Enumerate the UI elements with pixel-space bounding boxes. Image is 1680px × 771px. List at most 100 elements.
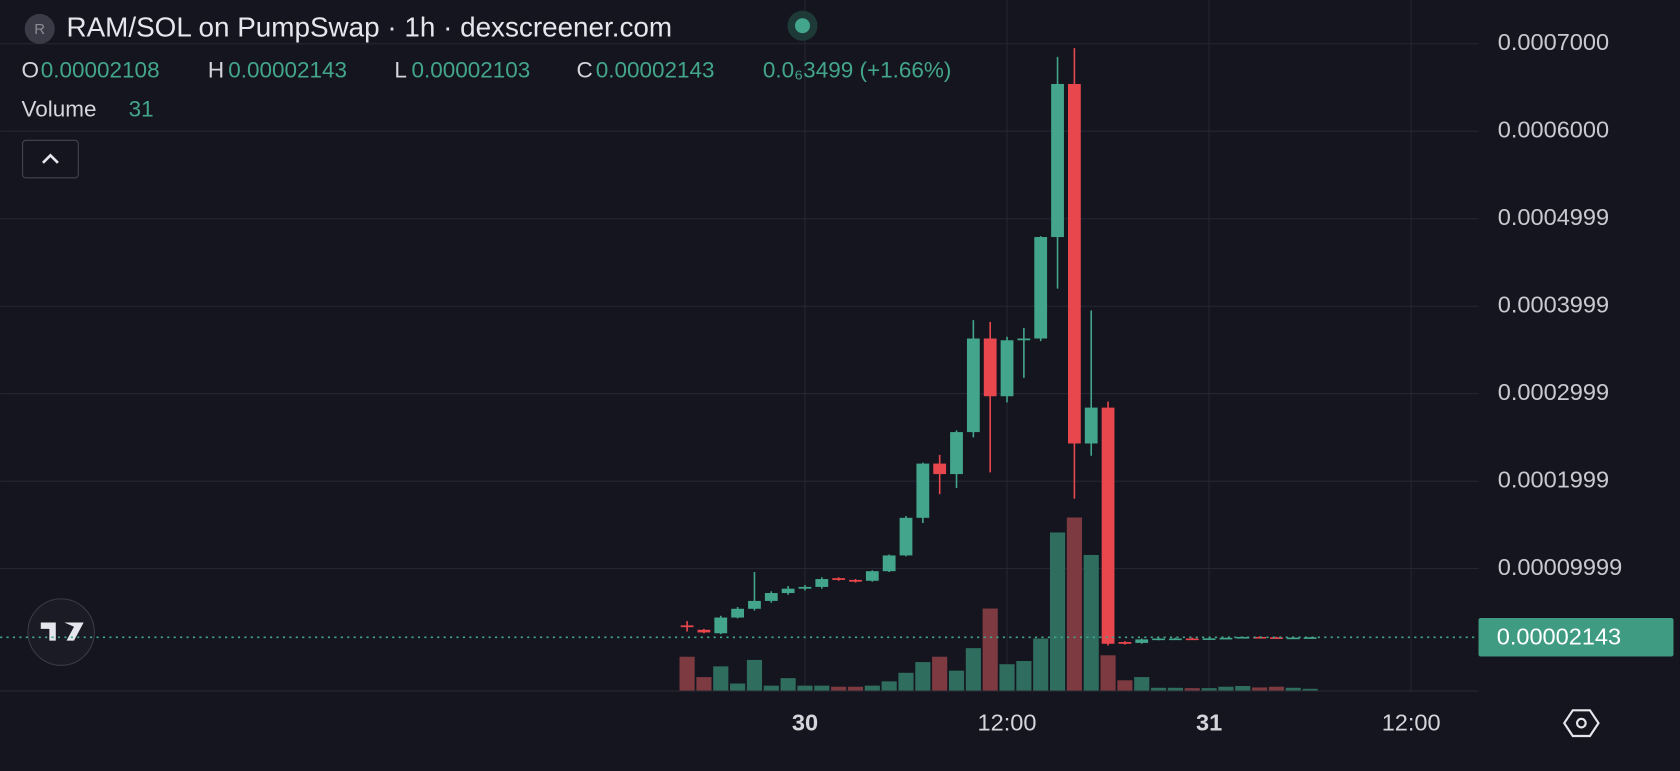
y-tick-label: 0.0003999 — [1498, 291, 1609, 317]
volume-bar — [864, 685, 880, 692]
candle-body — [764, 593, 778, 601]
volume-bar — [1268, 686, 1285, 692]
volume-bar — [1066, 517, 1082, 692]
candle-body — [916, 463, 930, 518]
candle-body — [1219, 637, 1233, 640]
legend-label: C — [576, 58, 592, 83]
volume-bar — [713, 666, 729, 692]
x-tick-label: 12:00 — [978, 709, 1037, 735]
candle-body — [815, 579, 829, 587]
candle-body — [865, 571, 879, 581]
volume-bar — [797, 685, 813, 692]
volume-bar — [1201, 688, 1217, 692]
y-tick-label: 0.0001999 — [1498, 466, 1609, 492]
candle-body — [697, 629, 711, 633]
candle-body — [983, 338, 997, 397]
volume-bar — [679, 656, 695, 692]
candle-body — [1202, 638, 1216, 640]
legend-label: L — [394, 58, 407, 83]
settings-icon[interactable] — [1562, 709, 1600, 738]
token-icon — [24, 13, 55, 44]
legend-label: H — [208, 58, 224, 83]
candle-body — [1017, 338, 1031, 341]
candle-body — [1000, 340, 1014, 397]
volume-bar — [847, 686, 864, 692]
candle-body — [1169, 638, 1182, 641]
volume-bar — [696, 677, 712, 692]
volume-bar — [831, 686, 847, 692]
candle-body — [1135, 639, 1149, 643]
candle-body — [748, 600, 761, 609]
candle-body — [1118, 642, 1132, 644]
volume-bar — [1049, 532, 1066, 692]
volume-bar — [982, 608, 998, 692]
candle-body — [1185, 638, 1199, 641]
volume-bar — [1151, 687, 1167, 692]
tradingview-mark — [40, 622, 84, 641]
candle-body — [1084, 407, 1098, 444]
candle-body — [882, 555, 896, 572]
volume-bar — [948, 670, 965, 692]
volume-bar — [1033, 638, 1049, 692]
volume-label: Volume — [22, 96, 97, 121]
y-tick-label: 0.0004999 — [1498, 204, 1609, 230]
volume-bar — [898, 672, 914, 692]
candle-body — [950, 432, 963, 475]
volume-bar — [1100, 655, 1116, 692]
candle-body — [798, 586, 812, 589]
chevron-icon — [41, 153, 59, 164]
candle-body — [849, 579, 862, 582]
settings-icon-center — [1576, 717, 1587, 729]
volume-bar — [1083, 554, 1099, 692]
tradingview-logo[interactable] — [27, 598, 95, 666]
volume-bar — [1285, 687, 1301, 692]
volume-bar — [1252, 687, 1268, 692]
legend-change: 0.0₆3499 (+1.66%) — [763, 58, 951, 83]
volume-value: 31 — [129, 96, 154, 121]
candle-body — [1067, 83, 1081, 444]
price-tag: 0.00002143 — [0, 617, 1674, 657]
last-price-label: 0.00002143 — [1497, 624, 1621, 650]
y-tick-label: 0.0006000 — [1498, 116, 1609, 142]
volume-bar — [932, 656, 948, 692]
candle-body — [781, 588, 795, 594]
grid: 0.0007000 0.0006000 0.0004999 0.0003999 0.00… — [0, 0, 1622, 735]
volume-bar — [780, 678, 796, 692]
candle-body — [1152, 638, 1165, 641]
candle-body — [1034, 237, 1048, 339]
candle-body — [1286, 637, 1300, 640]
legend-value: 0.00002143 — [596, 58, 715, 83]
volume-bar — [1117, 680, 1133, 692]
y-tick-label: 0.0002999 — [1498, 379, 1609, 405]
candle-body — [899, 517, 913, 556]
candle-body — [731, 608, 745, 618]
status-dot — [795, 18, 811, 34]
volume-bar — [881, 681, 897, 692]
volume-bar — [763, 685, 779, 692]
last-price-box — [1478, 617, 1674, 657]
volume-bar — [1218, 686, 1234, 692]
legend-value: 0.00002143 — [228, 58, 347, 83]
legend-value: 0.00002103 — [411, 58, 530, 83]
volume-bar — [1016, 661, 1032, 692]
candle-body — [933, 463, 947, 475]
legend-value: 0.00002108 — [41, 58, 160, 83]
x-tick-label: 31 — [1196, 709, 1222, 735]
y-tick-label: 0.0007000 — [1498, 29, 1609, 55]
volume-bar — [1302, 688, 1318, 692]
volume-bar — [965, 648, 981, 692]
candle-body — [966, 338, 980, 433]
collapse-button[interactable] — [22, 139, 79, 179]
token-icon-letter: R — [34, 21, 45, 38]
candles — [680, 48, 1317, 646]
candle-body — [1270, 637, 1283, 639]
chart-title: RAM/SOL on PumpSwap · 1h · dexscreener.c… — [67, 11, 673, 42]
volume-bar — [746, 659, 763, 692]
candle-body — [1051, 83, 1064, 238]
volume-bar — [1167, 687, 1183, 692]
x-tick-label: 30 — [792, 709, 818, 735]
candle-body — [1303, 637, 1317, 639]
